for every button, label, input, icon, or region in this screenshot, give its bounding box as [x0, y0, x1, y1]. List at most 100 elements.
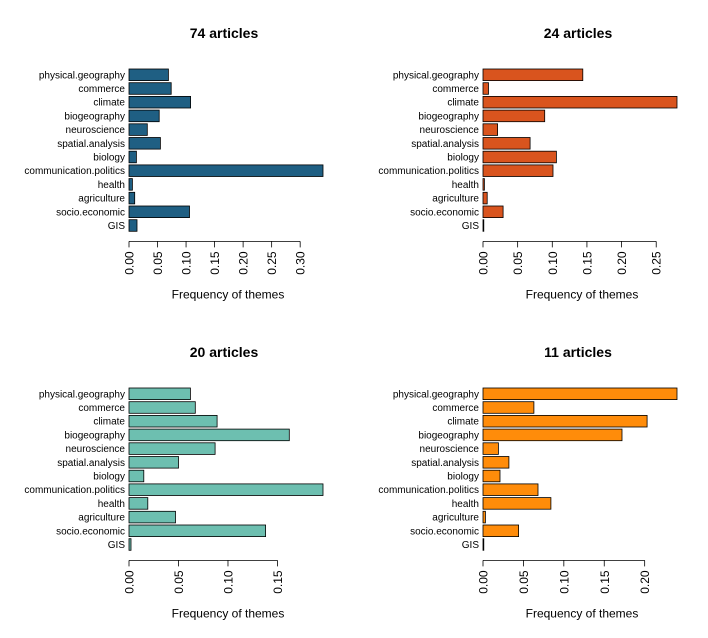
bar — [482, 497, 552, 510]
x-tick-label: 0.15 — [580, 251, 594, 275]
x-tick-label: 0.25 — [265, 251, 279, 275]
category-label: commerce — [432, 403, 479, 414]
bar — [482, 442, 499, 455]
bar — [128, 150, 137, 164]
bar — [128, 191, 136, 205]
chart-title: 11 articles — [544, 344, 612, 360]
bar — [128, 96, 191, 109]
category-label: spatial.analysis — [411, 139, 479, 150]
bar — [482, 456, 510, 469]
x-tick-label: 0.25 — [650, 251, 664, 275]
category-label: socio.economic — [56, 526, 125, 537]
category-label: climate — [447, 98, 479, 109]
x-tick-label: 0.00 — [123, 251, 137, 275]
bar — [482, 205, 504, 219]
bar — [128, 414, 218, 428]
x-tick-label: 0.15 — [208, 251, 222, 275]
category-label: socio.economic — [410, 207, 479, 218]
x-tick-label: 0.15 — [598, 570, 612, 594]
x-tick-label: 0.20 — [237, 251, 251, 275]
category-label: health — [452, 180, 479, 191]
chart-title: 24 articles — [544, 25, 613, 41]
category-label: agriculture — [432, 513, 479, 524]
category-label: biology — [93, 472, 125, 483]
bar — [482, 524, 519, 538]
chart-title: 20 articles — [190, 344, 259, 360]
category-label: socio.economic — [410, 526, 479, 537]
x-tick-label: 0.10 — [180, 251, 194, 275]
x-tick-label: 0.00 — [477, 251, 491, 275]
category-label: agriculture — [432, 194, 479, 205]
bar — [128, 510, 176, 524]
bar — [482, 137, 531, 150]
bar — [482, 68, 584, 82]
chart-title: 74 articles — [190, 25, 259, 41]
category-label: commerce — [78, 84, 125, 95]
category-label: communication.politics — [24, 485, 125, 496]
x-axis-label: Frequency of themes — [172, 287, 285, 301]
bar — [128, 483, 324, 496]
category-label: communication.politics — [378, 166, 479, 177]
bar — [482, 219, 485, 232]
x-tick-label: 0.00 — [477, 570, 491, 594]
x-tick-label: 0.30 — [294, 251, 308, 275]
x-axis-label: Frequency of themes — [526, 606, 639, 620]
category-label: agriculture — [78, 194, 125, 205]
category-label: spatial.analysis — [57, 139, 125, 150]
category-label: biogeography — [64, 111, 125, 122]
category-label: climate — [93, 417, 125, 428]
bar — [482, 178, 485, 191]
bar — [128, 401, 196, 414]
bar — [482, 538, 485, 551]
x-tick-label: 0.05 — [151, 251, 165, 275]
category-label: GIS — [462, 221, 480, 232]
bar — [482, 96, 678, 109]
bar — [482, 164, 554, 177]
bar — [482, 414, 648, 428]
category-label: biology — [447, 472, 479, 483]
bar — [482, 150, 557, 164]
x-tick-label: 0.00 — [123, 570, 137, 594]
bar — [128, 68, 169, 82]
bar — [128, 442, 216, 455]
bar — [482, 510, 486, 524]
chart-panel: 11 articles physical.geography commerce cli… — [378, 344, 678, 620]
category-label: commerce — [78, 403, 125, 414]
bar — [128, 428, 290, 442]
bar — [482, 109, 546, 123]
x-axis-label: Frequency of themes — [172, 606, 285, 620]
category-label: physical.geography — [39, 389, 125, 400]
category-label: GIS — [108, 221, 126, 232]
bar — [128, 524, 267, 538]
category-label: physical.geography — [393, 389, 479, 400]
bar — [482, 401, 535, 414]
bar — [128, 538, 132, 551]
bar — [128, 82, 172, 95]
category-label: biology — [93, 153, 125, 164]
category-label: communication.politics — [378, 485, 479, 496]
category-label: spatial.analysis — [57, 458, 125, 469]
bar — [128, 109, 160, 123]
category-label: communication.politics — [24, 166, 125, 177]
bar — [128, 205, 190, 219]
chart-panel: 24 articles physical.geography commerce cli… — [378, 25, 678, 301]
bar — [482, 123, 499, 136]
x-tick-label: 0.05 — [517, 570, 531, 594]
category-label: biogeography — [418, 430, 479, 441]
bar — [482, 483, 539, 496]
category-label: neuroscience — [420, 125, 480, 136]
category-label: health — [452, 499, 479, 510]
category-label: biology — [447, 153, 479, 164]
chart-panel: 74 articles physical.geography commerce cli… — [24, 25, 324, 301]
bar — [482, 469, 501, 483]
x-axis-label: Frequency of themes — [526, 287, 639, 301]
category-label: neuroscience — [420, 444, 480, 455]
chart-panel: 20 articles physical.geography commerce cli… — [24, 344, 324, 620]
x-tick-label: 0.20 — [638, 570, 652, 594]
category-label: health — [98, 499, 125, 510]
x-tick-label: 0.10 — [221, 570, 235, 594]
category-label: spatial.analysis — [411, 458, 479, 469]
bar — [482, 191, 488, 205]
category-label: health — [98, 180, 125, 191]
